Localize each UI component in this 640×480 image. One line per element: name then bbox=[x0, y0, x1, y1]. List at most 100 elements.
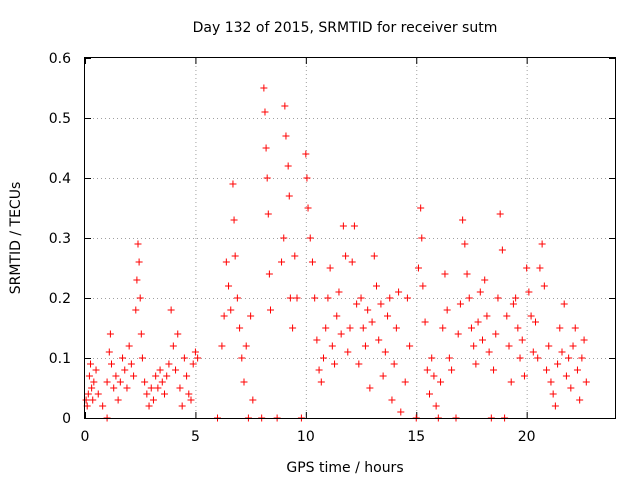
data-point bbox=[419, 282, 427, 290]
data-point bbox=[149, 396, 157, 404]
data-point bbox=[158, 378, 166, 386]
data-point bbox=[456, 300, 464, 308]
data-point bbox=[265, 270, 273, 278]
chart-title: Day 132 of 2015, SRMTID for receiver sut… bbox=[193, 20, 498, 36]
data-point bbox=[333, 312, 341, 320]
data-point bbox=[247, 312, 255, 320]
data-point bbox=[313, 336, 321, 344]
data-point bbox=[85, 372, 93, 380]
data-point bbox=[397, 408, 405, 416]
data-point bbox=[125, 342, 133, 350]
data-point bbox=[315, 366, 323, 374]
data-point bbox=[342, 252, 350, 260]
data-point bbox=[386, 294, 394, 302]
data-point bbox=[512, 294, 520, 302]
data-point bbox=[156, 366, 164, 374]
data-point bbox=[498, 246, 506, 254]
data-point bbox=[84, 390, 92, 398]
data-point bbox=[346, 324, 354, 332]
data-point bbox=[344, 348, 352, 356]
data-point bbox=[350, 222, 358, 230]
data-point bbox=[285, 192, 293, 200]
data-point bbox=[87, 360, 95, 368]
data-point bbox=[108, 360, 115, 368]
data-point bbox=[88, 384, 96, 392]
data-point bbox=[191, 348, 199, 356]
data-point bbox=[467, 324, 475, 332]
y-axis-label: SRMTID / TECUs bbox=[8, 182, 24, 295]
data-point bbox=[368, 318, 376, 326]
data-point bbox=[454, 330, 462, 338]
data-point bbox=[302, 150, 310, 158]
data-point bbox=[284, 162, 292, 170]
data-point bbox=[145, 402, 153, 410]
data-point bbox=[439, 324, 447, 332]
data-point bbox=[353, 300, 361, 308]
data-point bbox=[222, 258, 230, 266]
data-point bbox=[127, 360, 135, 368]
data-point bbox=[306, 234, 314, 242]
data-point bbox=[414, 264, 422, 272]
data-point bbox=[103, 378, 111, 386]
data-point bbox=[437, 378, 445, 386]
data-point bbox=[417, 204, 425, 212]
data-point bbox=[121, 366, 129, 374]
data-point bbox=[293, 294, 301, 302]
data-point bbox=[485, 348, 493, 356]
data-point bbox=[185, 390, 193, 398]
data-point bbox=[554, 360, 562, 368]
data-point bbox=[479, 336, 486, 344]
data-point bbox=[470, 342, 478, 350]
data-point bbox=[401, 378, 409, 386]
data-point bbox=[324, 294, 332, 302]
data-point bbox=[116, 378, 124, 386]
data-point bbox=[373, 282, 380, 290]
data-point bbox=[448, 366, 456, 374]
data-point bbox=[481, 276, 489, 284]
data-point bbox=[169, 342, 177, 350]
data-point bbox=[263, 174, 271, 182]
data-point bbox=[278, 258, 286, 266]
data-point bbox=[161, 390, 168, 398]
data-point bbox=[337, 330, 345, 338]
data-point bbox=[141, 378, 149, 386]
data-point bbox=[377, 300, 385, 308]
data-point bbox=[560, 300, 568, 308]
data-point bbox=[134, 240, 142, 248]
data-point bbox=[361, 342, 369, 350]
data-point bbox=[476, 288, 484, 296]
data-point bbox=[562, 372, 570, 380]
data-point bbox=[359, 324, 367, 332]
data-point bbox=[119, 354, 127, 362]
data-point bbox=[335, 288, 343, 296]
data-point bbox=[490, 366, 498, 374]
data-point bbox=[90, 378, 98, 386]
data-point bbox=[441, 270, 449, 278]
data-point bbox=[218, 342, 226, 350]
data-point bbox=[249, 396, 257, 404]
data-point bbox=[180, 354, 188, 362]
x-tick-label: 10 bbox=[297, 429, 315, 445]
y-tick-label: 0 bbox=[62, 411, 71, 427]
data-point bbox=[384, 312, 392, 320]
data-point bbox=[130, 372, 138, 380]
data-point bbox=[220, 312, 228, 320]
data-point bbox=[260, 84, 268, 92]
data-point bbox=[355, 360, 363, 368]
data-point bbox=[280, 234, 288, 242]
data-point bbox=[492, 330, 500, 338]
data-point bbox=[152, 372, 160, 380]
data-point bbox=[303, 174, 311, 182]
data-point bbox=[165, 360, 173, 368]
data-point bbox=[167, 306, 175, 314]
data-point bbox=[331, 360, 339, 368]
data-point bbox=[390, 360, 398, 368]
y-tick-label: 0.6 bbox=[49, 51, 71, 67]
data-point bbox=[110, 384, 118, 392]
data-point bbox=[423, 366, 431, 374]
data-point bbox=[538, 240, 546, 248]
data-point bbox=[381, 348, 389, 356]
data-point bbox=[267, 306, 274, 314]
x-axis-label: GPS time / hours bbox=[286, 460, 403, 476]
data-point bbox=[536, 264, 544, 272]
